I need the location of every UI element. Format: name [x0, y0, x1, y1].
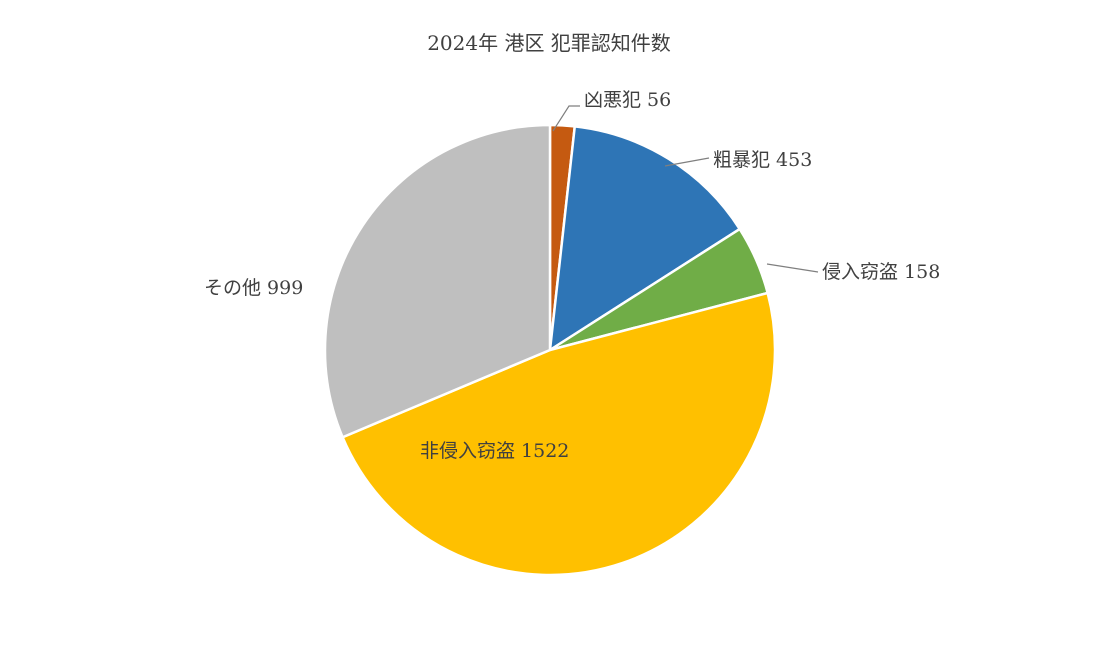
data-label-4: 非侵入窃盗 1522 [420, 440, 569, 462]
data-label-1: 凶悪犯 56 [584, 89, 671, 111]
pie-slice-5 [323, 123, 552, 439]
leader-line-3 [766, 263, 819, 273]
data-label-2: 粗暴犯 453 [713, 149, 812, 171]
leader-line-1 [552, 105, 580, 132]
data-label-5: その他 999 [204, 277, 303, 299]
chart-title: 2024年 港区 犯罪認知件数 [427, 31, 671, 55]
data-labels: 凶悪犯 56 粗暴犯 453 侵入窃盗 158 非侵入窃盗 1522 その他 999 [204, 89, 940, 462]
pie-slice-2 [548, 124, 742, 353]
leader-line-2 [664, 157, 710, 167]
leader-lines [552, 105, 819, 273]
data-label-3: 侵入窃盗 158 [822, 261, 940, 283]
pie-slices [323, 123, 777, 577]
pie-slice-4 [340, 291, 777, 577]
